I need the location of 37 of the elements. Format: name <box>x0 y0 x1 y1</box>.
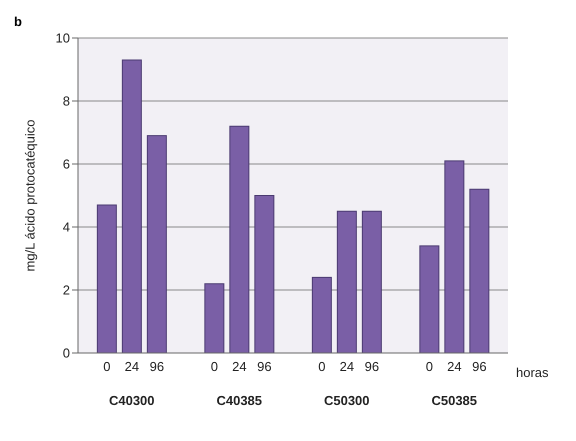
x-axis-title: horas <box>516 365 549 380</box>
x-tick-label: C50385 <box>431 393 478 408</box>
y-tick-label: 2 <box>62 282 70 298</box>
text: 0 <box>210 359 218 374</box>
text: b <box>14 14 22 29</box>
bar <box>229 126 250 353</box>
text: 96 <box>364 359 380 374</box>
bar <box>254 195 274 353</box>
bar <box>336 210 357 353</box>
series-label: 96 <box>150 359 164 374</box>
text: 0 <box>318 359 326 374</box>
y-tick-label: 0 <box>62 346 70 361</box>
y-axis-title: mg/L ácido protocatéquico <box>22 119 38 272</box>
x-tick-label: C40385 <box>216 393 262 408</box>
x-tick-label: C40300 <box>108 393 155 408</box>
x-tick-label: C50300 <box>324 393 370 408</box>
bar <box>444 160 464 353</box>
y-tick-label: 6 <box>62 156 70 172</box>
bar <box>419 245 440 353</box>
series-label: 24 <box>124 359 140 374</box>
text: 24 <box>232 359 247 374</box>
bar <box>204 283 224 353</box>
text: 96 <box>472 359 487 374</box>
text: 24 <box>340 359 354 374</box>
y-tick-label: 4 <box>62 220 70 235</box>
text: 24 <box>447 359 462 374</box>
bar <box>362 210 382 353</box>
bar <box>312 276 332 353</box>
bar <box>122 60 142 353</box>
bar <box>146 135 167 353</box>
bar <box>96 204 117 353</box>
text: 96 <box>257 359 272 374</box>
bar <box>469 188 490 353</box>
y-tick-label: 8 <box>62 94 70 109</box>
series-label: 0 <box>103 359 110 374</box>
text: 0 <box>426 359 433 374</box>
y-tick-label: 10 <box>56 30 70 46</box>
